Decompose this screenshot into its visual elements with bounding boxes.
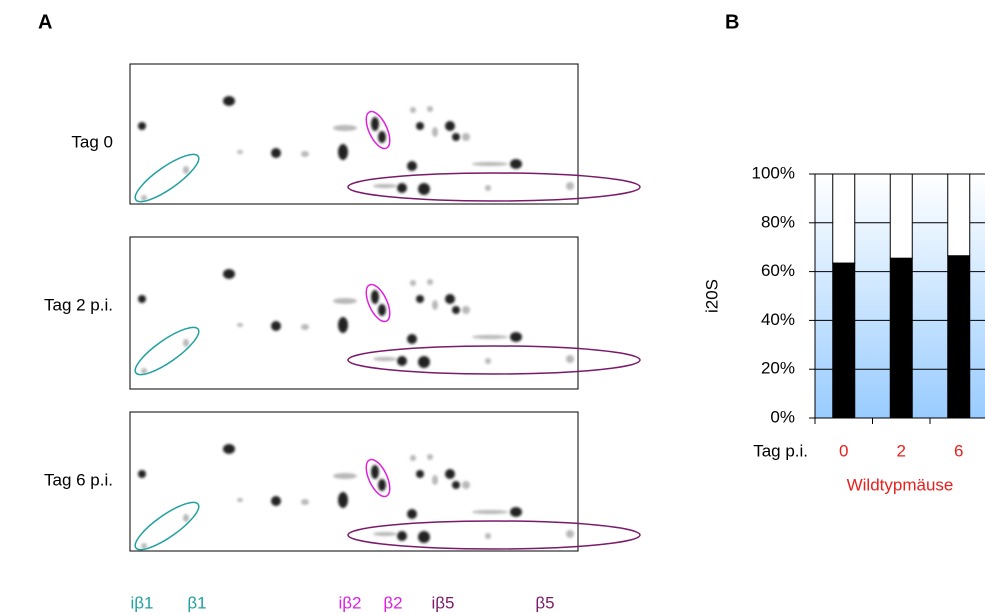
panel-label: A: [38, 11, 52, 33]
gel: [129, 411, 579, 552]
band-label: iβ1: [130, 593, 153, 612]
bar-segment: [832, 173, 856, 264]
y-tick-label: 100%: [752, 163, 795, 182]
band-label: β5: [535, 593, 554, 612]
row-label: Tag 6 p.i.: [44, 470, 113, 489]
gel: [129, 63, 579, 205]
bar-segment: [889, 173, 913, 259]
panel-label: B: [725, 11, 739, 33]
category-axis-title: Tag p.i.: [753, 441, 808, 460]
x-axis-title: Wildtypmäuse: [847, 475, 954, 494]
row-label: Tag 2 p.i.: [44, 295, 113, 314]
bar-segment: [947, 255, 971, 419]
bar-segment: [889, 257, 913, 419]
bar-segment: [947, 173, 971, 257]
band-label: iβ5: [431, 593, 454, 612]
y-tick-label: 0%: [770, 407, 795, 426]
y-tick-label: 60%: [761, 261, 795, 280]
band-label: β2: [383, 593, 402, 612]
gel: [129, 236, 579, 390]
y-tick-label: 80%: [761, 212, 795, 231]
gel-images: [129, 63, 640, 557]
y-tick-label: 40%: [761, 310, 795, 329]
x-tick-label: 6: [954, 441, 963, 460]
chart: 0% 20% 40% 60% 80% 100% i20S Tag p.i. Wildtypmäu…: [702, 163, 985, 494]
x-tick-label: 0: [839, 441, 848, 460]
y-tick-label: 20%: [761, 359, 795, 378]
bar-segment: [832, 262, 856, 419]
band-label: β1: [187, 593, 206, 612]
y-axis-title: i20S: [702, 279, 721, 313]
band-label: iβ2: [338, 593, 361, 612]
band-labels: iβ1 β1 iβ2 β2 iβ5 β5: [130, 593, 554, 612]
row-label: Tag 0: [71, 132, 113, 151]
x-tick-label: 2: [897, 441, 906, 460]
